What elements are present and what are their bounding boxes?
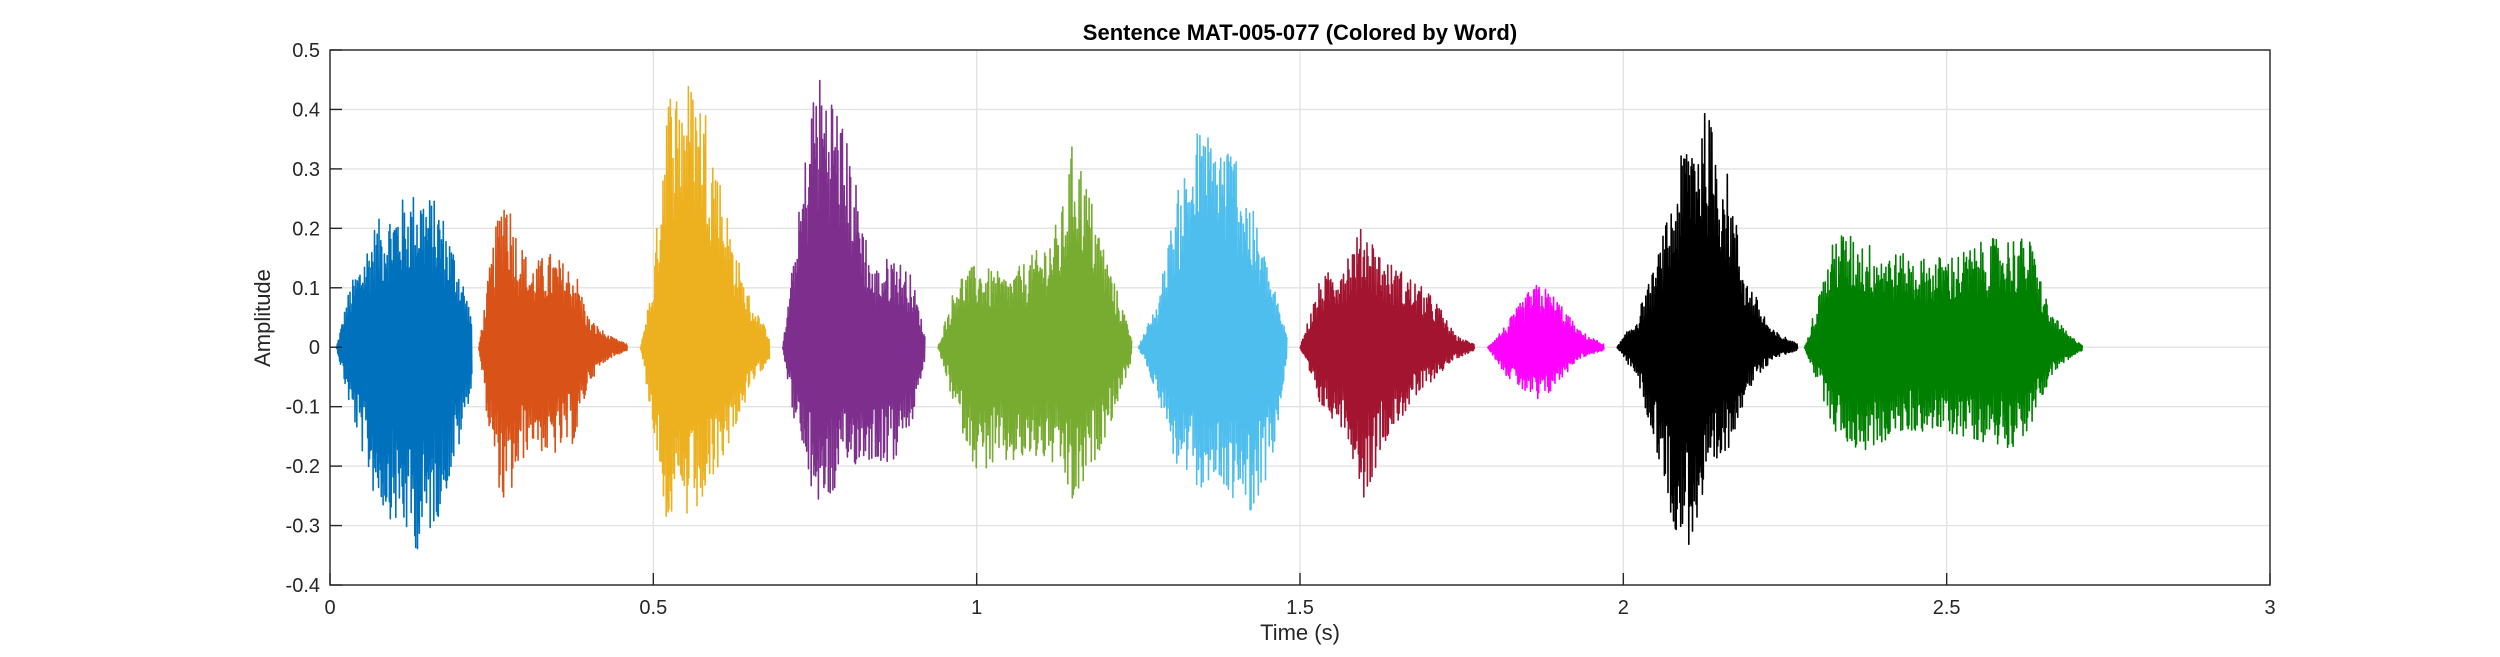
word-waveform-7 bbox=[1299, 228, 1476, 498]
y-tick-label: 0.3 bbox=[292, 159, 320, 181]
x-tick-label: 2.5 bbox=[1933, 597, 1961, 619]
y-tick-label: -0.4 bbox=[286, 575, 320, 597]
y-tick-label: 0 bbox=[309, 337, 320, 359]
chart-title: Sentence MAT-005-077 (Colored by Word) bbox=[1083, 20, 1517, 45]
x-tick-label: 0.5 bbox=[639, 597, 667, 619]
y-tick-label: -0.3 bbox=[286, 516, 320, 538]
word-waveform-3 bbox=[639, 85, 771, 518]
axes: 0 0.5 1 1.5 2 2.5 3 -0.4 -0.3 -0.2 -0.1 0 0.1 0.2 0.3 0… bbox=[286, 40, 2276, 619]
y-tick-label: 0.4 bbox=[292, 99, 320, 121]
x-tick-label: 3 bbox=[2264, 597, 2275, 619]
x-tick-label: 2 bbox=[1618, 597, 1629, 619]
x-tick-label: 1 bbox=[971, 597, 982, 619]
y-tick-label: 0.2 bbox=[292, 218, 320, 240]
plot-area: 0 0.5 1 1.5 2 2.5 3 -0.4 -0.3 -0.2 -0.1 0 0.1 0.2 0.3 0… bbox=[286, 40, 2276, 619]
word-waveform-5 bbox=[937, 146, 1133, 499]
waveforms bbox=[335, 79, 2084, 550]
word-waveform-6 bbox=[1137, 133, 1288, 511]
y-tick-label: 0.5 bbox=[292, 40, 320, 62]
word-waveform-9 bbox=[1616, 112, 1799, 545]
word-waveform-2 bbox=[477, 209, 628, 498]
y-tick-label: -0.2 bbox=[286, 456, 320, 478]
y-tick-label: 0.1 bbox=[292, 278, 320, 300]
x-axis-label: Time (s) bbox=[1260, 620, 1340, 645]
word-waveform-1 bbox=[335, 196, 473, 550]
y-axis-label: Amplitude bbox=[250, 269, 275, 367]
word-waveform-4 bbox=[781, 79, 926, 500]
x-tick-label: 1.5 bbox=[1286, 597, 1314, 619]
word-waveform-8 bbox=[1486, 284, 1605, 400]
y-tick-label: -0.1 bbox=[286, 397, 320, 419]
x-tick-label: 0 bbox=[324, 597, 335, 619]
word-waveform-10 bbox=[1803, 235, 2084, 451]
